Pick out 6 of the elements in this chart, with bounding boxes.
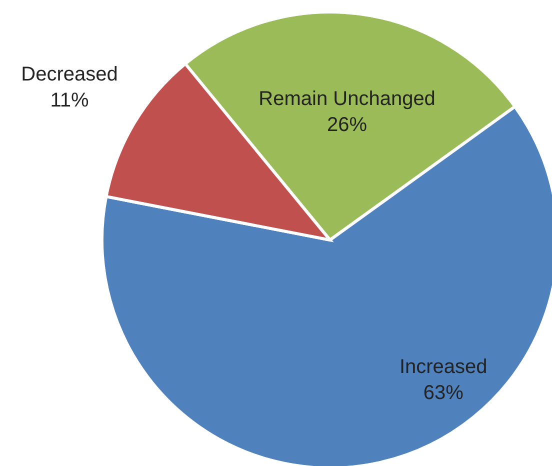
data-label: 26% [327, 114, 368, 136]
slice-label: Remain Unchanged [258, 88, 436, 110]
slice-label: Increased [399, 356, 488, 378]
slice-label: Decreased [21, 64, 118, 86]
data-label: 11% [50, 90, 90, 112]
data-label: 63% [423, 382, 464, 404]
